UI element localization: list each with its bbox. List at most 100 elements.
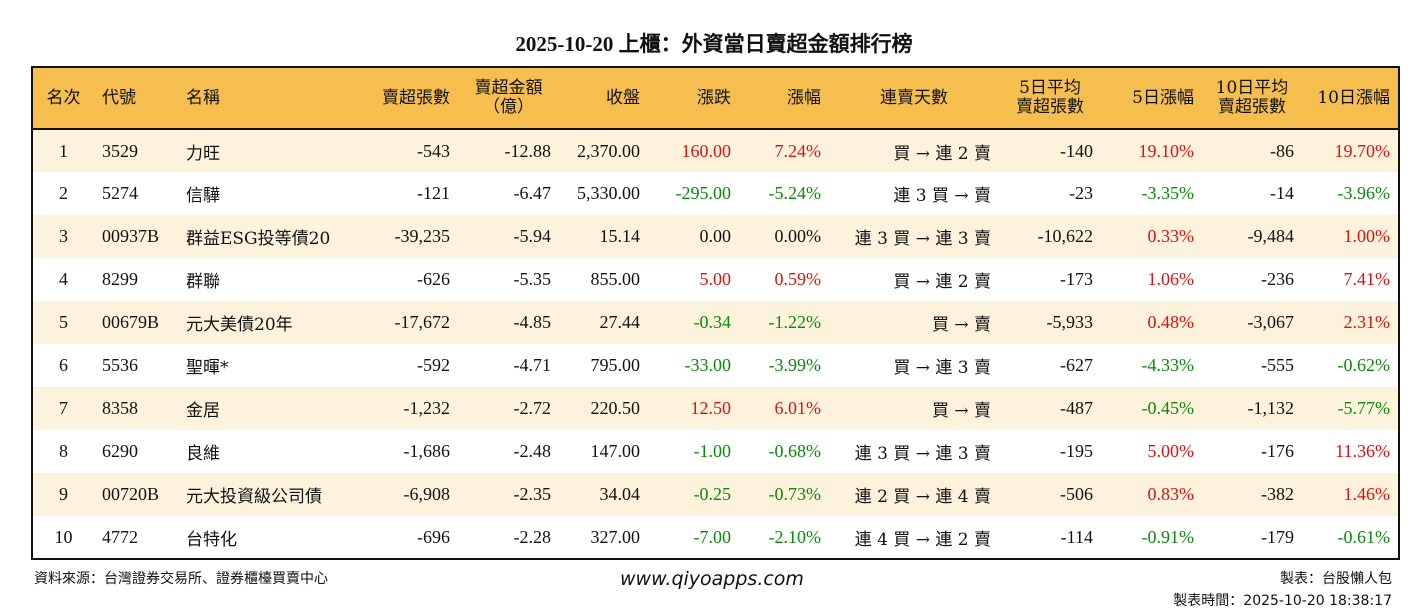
- cell-pct5: 0.48%: [1101, 301, 1202, 344]
- cell-sell-amount: -5.35: [513, 269, 552, 289]
- table-row: 1 3529 力旺 -543 -12.88 2,370.00 160.00 7.24% 買 → …: [32, 129, 1399, 172]
- cell-change-pct: 7.24%: [739, 129, 829, 172]
- header-avg5-lots: 5日平均 賣超張數: [999, 67, 1101, 130]
- cell-avg10-lots: -9,484: [1202, 215, 1302, 258]
- cell-change-pct: -3.99%: [768, 355, 822, 375]
- cell-close: 795.00: [590, 355, 641, 375]
- cell-code: 00937B: [94, 215, 178, 258]
- cell-change-pct: 0.00%: [739, 215, 829, 258]
- cell-sell-amount: -2.28: [513, 526, 552, 547]
- cell-avg10-lots: -179: [1261, 526, 1294, 547]
- header-avg10-lots: 10日平均 賣超張數: [1202, 67, 1302, 130]
- cell-sell-amount: -2.72: [458, 387, 559, 430]
- cell-pct5: 5.00%: [1147, 441, 1195, 461]
- cell-streak: 買 → 連 3 賣: [893, 358, 991, 378]
- cell-close: 327.00: [590, 526, 641, 547]
- cell-rank: 8: [59, 441, 68, 461]
- cell-pct5: 0.33%: [1101, 215, 1202, 258]
- cell-change-pct: -1.22%: [739, 301, 829, 344]
- header-sell-lots: 賣超張數: [368, 67, 458, 130]
- cell-avg10-lots: -236: [1261, 269, 1294, 289]
- cell-code: 4772: [102, 526, 138, 547]
- cell-rank: 2: [59, 183, 68, 203]
- cell-sell-lots: -39,235: [368, 215, 458, 258]
- cell-change: -0.25: [648, 473, 739, 516]
- header-close: 收盤: [559, 67, 648, 130]
- cell-avg10-lots: -382: [1202, 473, 1302, 516]
- cell-streak: 連 4 買 → 連 2 賣: [854, 529, 991, 550]
- cell-rank: 9: [32, 473, 94, 516]
- cell-change: -0.34: [648, 301, 739, 344]
- cell-close: 147.00: [590, 441, 641, 461]
- website-link[interactable]: www.qiyoapps.com: [620, 568, 804, 590]
- cell-avg5-lots: -23: [1069, 183, 1093, 203]
- cell-name: 金居: [178, 387, 368, 430]
- cell-name: 群聯: [186, 272, 220, 292]
- cell-rank: 4: [59, 269, 68, 289]
- cell-name: 群益ESG投等債20: [178, 215, 368, 258]
- cell-avg5-lots: -173: [1060, 269, 1093, 289]
- cell-avg10-lots: -86: [1202, 129, 1302, 172]
- cell-avg10-lots: -1,132: [1202, 387, 1302, 430]
- cell-sell-amount: -2.35: [458, 473, 559, 516]
- cell-pct5: 1.06%: [1147, 269, 1195, 289]
- cell-code: 00679B: [94, 301, 178, 344]
- cell-rank: 7: [32, 387, 94, 430]
- cell-pct5: -0.45%: [1101, 387, 1202, 430]
- header-name: 名稱: [178, 67, 368, 130]
- cell-streak: 連 3 買 → 連 3 賣: [854, 444, 991, 464]
- cell-pct5: -3.35%: [1141, 183, 1195, 203]
- cell-change: -33.00: [684, 355, 732, 375]
- cell-rank: 1: [32, 129, 94, 172]
- table-row: 2 5274 信驊 -121 -6.47 5,330.00 -295.00 -5.24% 連 3…: [32, 172, 1399, 215]
- table-row: 6 5536 聖暉* -592 -4.71 795.00 -33.00 -3.99% 買 → 連…: [32, 344, 1399, 387]
- cell-sell-lots: -626: [417, 269, 450, 289]
- cell-code: 8358: [94, 387, 178, 430]
- cell-pct5: -0.91%: [1141, 526, 1195, 547]
- cell-sell-lots: -1,232: [368, 387, 458, 430]
- cell-avg10-lots: -14: [1270, 183, 1294, 203]
- header-streak: 連賣天數: [829, 67, 999, 130]
- cell-name: 信驊: [186, 186, 220, 206]
- table-row: 5 00679B 元大美債20年 -17,672 -4.85 27.44 -0.34 -1.2…: [32, 301, 1399, 344]
- cell-close: 15.14: [559, 215, 648, 258]
- ranking-table: 名次 代號 名稱 賣超張數 賣超金額 （億） 收盤 漲跌 漲幅 連賣天數 5日平均 賣超張數 5日漲…: [31, 66, 1400, 560]
- cell-sell-lots: -121: [417, 183, 450, 203]
- cell-close: 855.00: [590, 269, 641, 289]
- cell-sell-amount: -2.48: [513, 441, 552, 461]
- cell-pct10: -5.77%: [1302, 387, 1399, 430]
- cell-avg5-lots: -5,933: [999, 301, 1101, 344]
- cell-pct10: 19.70%: [1302, 129, 1399, 172]
- table-row: 8 6290 良維 -1,686 -2.48 147.00 -1.00 -0.68% 連 3 買…: [32, 430, 1399, 473]
- cell-avg5-lots: -10,622: [999, 215, 1101, 258]
- cell-pct10: -0.62%: [1337, 355, 1391, 375]
- cell-close: 27.44: [559, 301, 648, 344]
- cell-sell-lots: -17,672: [368, 301, 458, 344]
- cell-change: 5.00: [699, 269, 732, 289]
- table-row: 7 8358 金居 -1,232 -2.72 220.50 12.50 6.01% 買 → 賣-…: [32, 387, 1399, 430]
- cell-sell-lots: -543: [368, 129, 458, 172]
- cell-close: 34.04: [559, 473, 648, 516]
- cell-name: 力旺: [178, 129, 368, 172]
- cell-rank: 5: [32, 301, 94, 344]
- table-row: 9 00720B 元大投資級公司債 -6,908 -2.35 34.04 -0.25 -0.7…: [32, 473, 1399, 516]
- cell-pct10: 2.31%: [1302, 301, 1399, 344]
- header-change-pct: 漲幅: [739, 67, 829, 130]
- cell-sell-lots: -696: [417, 526, 450, 547]
- cell-change: 160.00: [648, 129, 739, 172]
- cell-pct5: -4.33%: [1141, 355, 1195, 375]
- cell-code: 6290: [102, 441, 138, 461]
- cell-close: 220.50: [559, 387, 648, 430]
- cell-avg5-lots: -140: [999, 129, 1101, 172]
- cell-name: 元大投資級公司債: [178, 473, 368, 516]
- page-title: 2025-10-20 上櫃：外資當日賣超金額排行榜: [515, 32, 913, 56]
- cell-change-pct: -0.73%: [739, 473, 829, 516]
- cell-name: 台特化: [186, 529, 237, 550]
- cell-pct10: -3.96%: [1337, 183, 1391, 203]
- header-change: 漲跌: [648, 67, 739, 130]
- cell-pct10: 1.00%: [1302, 215, 1399, 258]
- cell-pct5: 0.83%: [1101, 473, 1202, 516]
- header-pct10: 10日漲幅: [1302, 67, 1399, 130]
- cell-avg10-lots: -555: [1261, 355, 1294, 375]
- cell-sell-amount: -12.88: [458, 129, 559, 172]
